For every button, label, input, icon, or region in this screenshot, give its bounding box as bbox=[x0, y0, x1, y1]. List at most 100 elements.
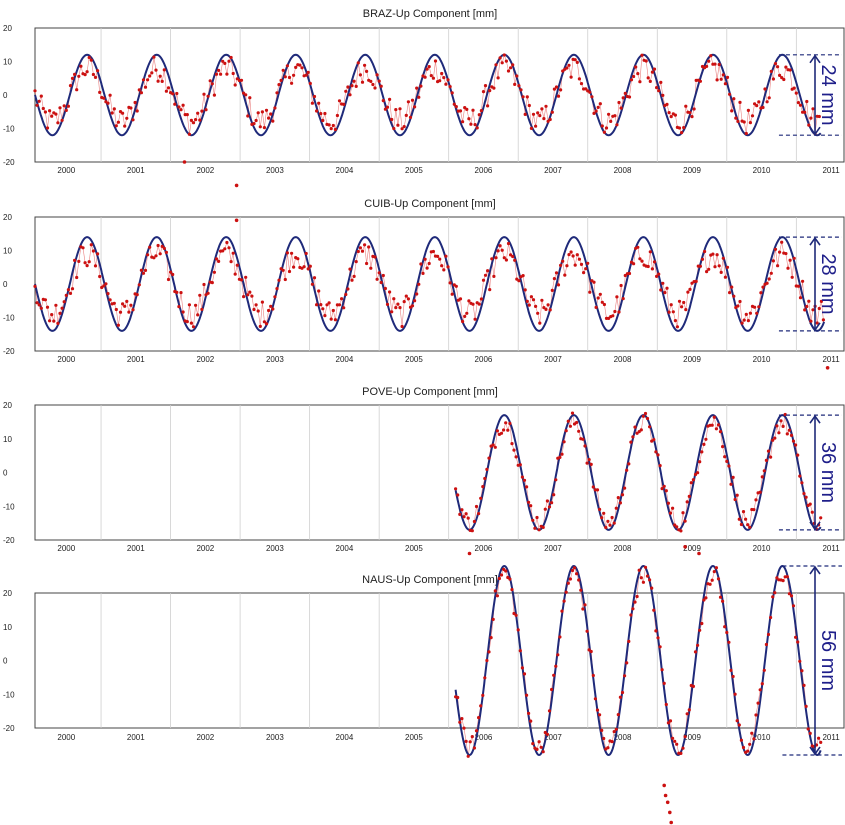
observed-point bbox=[48, 319, 52, 323]
observed-point bbox=[593, 697, 598, 701]
observed-point bbox=[683, 735, 687, 739]
observed-point bbox=[727, 464, 731, 468]
observed-point bbox=[659, 288, 663, 292]
observed-point bbox=[657, 272, 661, 276]
observed-point bbox=[548, 308, 552, 312]
observed-point bbox=[753, 305, 757, 309]
observed-point bbox=[821, 318, 826, 322]
observed-point bbox=[808, 731, 812, 736]
observed-point bbox=[717, 62, 721, 67]
amplitude-label: 24 mm bbox=[817, 64, 839, 125]
observed-point bbox=[792, 256, 796, 260]
observed-point bbox=[121, 302, 125, 306]
observed-point bbox=[687, 494, 691, 498]
observed-point bbox=[499, 431, 504, 435]
observed-point bbox=[539, 745, 543, 749]
observed-point bbox=[638, 257, 642, 261]
observed-point bbox=[748, 525, 752, 529]
observed-point bbox=[333, 127, 337, 132]
observed-point bbox=[544, 104, 548, 108]
observed-point bbox=[250, 294, 254, 298]
observed-point bbox=[773, 247, 778, 251]
observed-point bbox=[554, 478, 558, 482]
observed-point bbox=[442, 76, 446, 80]
arrow-head-down bbox=[809, 746, 821, 756]
observed-point bbox=[534, 124, 538, 128]
observed-point bbox=[640, 53, 644, 57]
observed-point bbox=[516, 628, 520, 632]
observed-point bbox=[39, 94, 43, 98]
observed-point bbox=[769, 69, 773, 73]
observed-point bbox=[766, 632, 771, 637]
panel-title: BRAZ-Up Component [mm] bbox=[363, 8, 497, 20]
observed-point bbox=[473, 317, 477, 321]
observed-point bbox=[773, 62, 778, 66]
observed-point bbox=[721, 73, 725, 77]
observed-point bbox=[661, 281, 665, 285]
observed-point bbox=[729, 668, 733, 673]
observed-point bbox=[735, 493, 739, 497]
observed-point bbox=[598, 102, 602, 106]
observed-point bbox=[277, 278, 281, 282]
observed-point bbox=[615, 123, 619, 127]
observed-point bbox=[687, 708, 691, 712]
x-tick-label: 2009 bbox=[683, 355, 701, 364]
observed-point bbox=[390, 117, 394, 122]
y-tick-label: 10 bbox=[3, 58, 12, 67]
observed-point bbox=[204, 108, 208, 112]
observed-point bbox=[292, 265, 296, 269]
observed-point bbox=[513, 258, 517, 262]
observed-point bbox=[229, 55, 233, 60]
observed-point bbox=[552, 277, 557, 281]
observed-point bbox=[73, 258, 77, 262]
observed-point bbox=[379, 280, 383, 285]
observed-point bbox=[491, 617, 495, 622]
observed-point bbox=[231, 251, 235, 255]
observed-point bbox=[493, 589, 497, 593]
observed-point bbox=[636, 72, 640, 76]
observed-point bbox=[685, 712, 689, 716]
observed-point bbox=[285, 64, 289, 68]
observed-point bbox=[800, 669, 804, 673]
observed-point bbox=[754, 713, 758, 717]
observed-point bbox=[809, 319, 813, 323]
observed-point bbox=[531, 298, 536, 302]
observed-point bbox=[777, 431, 781, 435]
observed-point bbox=[608, 523, 612, 527]
observed-point bbox=[520, 475, 525, 479]
observed-point bbox=[521, 95, 525, 99]
observed-point bbox=[123, 124, 127, 128]
observed-point bbox=[194, 303, 198, 307]
observed-point bbox=[523, 112, 527, 116]
observed-point bbox=[581, 607, 585, 611]
arrow-head-down bbox=[809, 521, 821, 531]
y-tick-label: 20 bbox=[3, 213, 12, 222]
x-tick-label: 2002 bbox=[196, 355, 214, 364]
y-tick-label: 0 bbox=[3, 91, 8, 100]
observed-point bbox=[498, 244, 502, 248]
observed-point bbox=[702, 442, 706, 446]
observed-point bbox=[191, 121, 196, 125]
observed-point bbox=[715, 253, 719, 257]
observed-point bbox=[618, 501, 623, 505]
observed-point bbox=[494, 256, 498, 260]
observed-point bbox=[150, 71, 154, 75]
x-tick-label: 2004 bbox=[336, 355, 354, 364]
observed-point bbox=[656, 636, 660, 640]
observed-point bbox=[667, 310, 671, 314]
observed-point bbox=[191, 325, 196, 329]
observed-point bbox=[554, 85, 559, 89]
observed-point bbox=[321, 118, 325, 123]
observed-point bbox=[725, 265, 730, 269]
observed-point bbox=[595, 488, 600, 492]
model-line bbox=[34, 236, 826, 332]
observed-point bbox=[485, 658, 489, 663]
observed-point bbox=[408, 115, 413, 119]
observed-point bbox=[93, 264, 98, 268]
observed-point bbox=[70, 287, 75, 291]
observed-point bbox=[504, 59, 508, 63]
y-tick-label: -20 bbox=[3, 347, 15, 356]
observed-point bbox=[575, 572, 579, 576]
observed-point bbox=[561, 259, 565, 263]
observed-point bbox=[564, 590, 568, 594]
